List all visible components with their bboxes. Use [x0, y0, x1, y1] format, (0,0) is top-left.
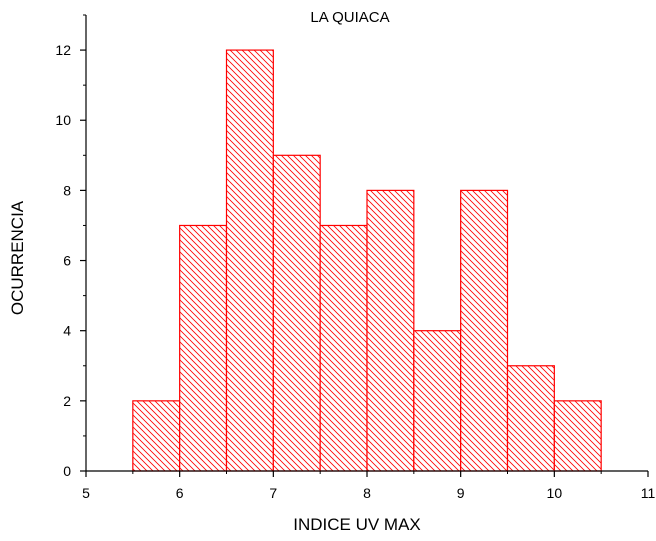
histogram-bar-3: [225, 49, 274, 472]
x-ticks-group: 5 6 7 8 9 10 11: [82, 471, 655, 501]
histogram-bar-4: [272, 154, 321, 472]
histogram-bar-9: [506, 365, 555, 472]
chart-title: LA QUIACA: [310, 9, 389, 26]
y-tick-label: 0: [63, 463, 71, 479]
y-tick-label: 12: [55, 42, 71, 58]
y-tick-label: 8: [63, 182, 71, 198]
y-axis-title: OCURRENCIA: [8, 200, 27, 315]
histogram-bar-10: [553, 400, 602, 472]
x-tick-label: 9: [457, 485, 465, 501]
y-tick-label: 2: [63, 393, 71, 409]
histogram-bar-6: [366, 189, 415, 472]
y-tick-label: 6: [63, 253, 71, 269]
y-tick-label: 10: [55, 112, 71, 128]
y-ticks-group: 0 2 4 6 8 10 12: [55, 14, 86, 479]
x-tick-label: 8: [363, 485, 371, 501]
x-tick-label: 11: [641, 485, 656, 501]
histogram-bar-5: [319, 224, 368, 472]
histogram-bar-1: [132, 400, 181, 472]
x-tick-label: 10: [547, 485, 563, 501]
histogram-bar-7: [413, 330, 462, 472]
x-axis-title: INDICE UV MAX: [293, 515, 421, 534]
x-tick-label: 7: [269, 485, 277, 501]
histogram-bar-2: [179, 224, 228, 472]
x-tick-label: 6: [176, 485, 184, 501]
y-tick-label: 4: [63, 323, 71, 339]
x-tick-label: 5: [82, 485, 90, 501]
histogram-bar-8: [460, 189, 509, 472]
bars-group: [132, 49, 602, 472]
